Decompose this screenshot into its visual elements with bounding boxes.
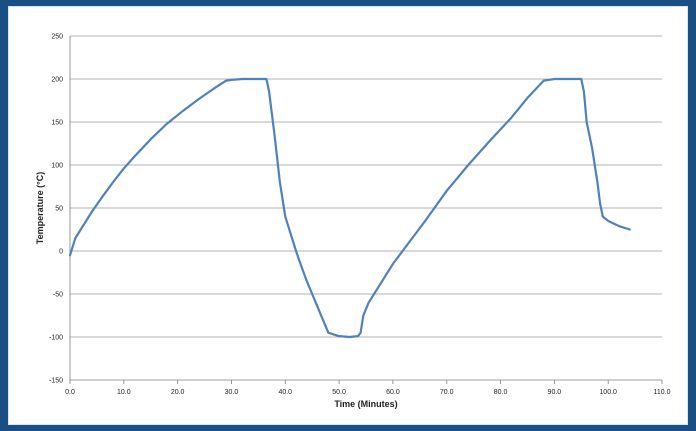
- x-tick-label: 40.0: [278, 389, 292, 396]
- series-group: [68, 77, 631, 339]
- y-tick-label: 150: [51, 120, 63, 127]
- temperature-series-line: [68, 77, 631, 339]
- y-tick-label: -50: [53, 292, 63, 299]
- gridlines: [70, 35, 662, 338]
- y-tick-label: 0: [59, 249, 63, 256]
- y-tick-label: 250: [51, 34, 63, 41]
- x-tick-label: 10.0: [117, 389, 131, 396]
- x-axis-ticks: 0.0 10.0 20.0 30.0 40.0 50.0 60.0 70.0 80.0 90.0 1…: [65, 380, 671, 396]
- y-tick-label: 50: [55, 206, 63, 213]
- x-tick-label: 70.0: [440, 389, 454, 396]
- temperature-time-chart: -150 -100 -50 0 50 100 150 200 250 0.0 10.0 20.0 30…: [35, 34, 671, 410]
- x-tick-label: 20.0: [171, 389, 185, 396]
- y-tick-label: 100: [51, 163, 63, 170]
- x-tick-label: 80.0: [494, 389, 508, 396]
- x-axis-title: Time (Minutes): [334, 399, 397, 409]
- y-tick-label: -100: [49, 335, 63, 342]
- x-tick-label: 50.0: [332, 389, 346, 396]
- y-axis-ticks: -150 -100 -50 0 50 100 150 200 250: [49, 34, 63, 385]
- axes: [69, 36, 662, 381]
- y-tick-label: -150: [49, 378, 63, 385]
- x-tick-label: 90.0: [548, 389, 562, 396]
- x-tick-label: 60.0: [386, 389, 400, 396]
- x-tick-label: 100.0: [599, 389, 617, 396]
- x-tick-label: 30.0: [225, 389, 239, 396]
- x-tick-label: 0.0: [65, 389, 75, 396]
- x-tick-label: 110.0: [654, 389, 671, 396]
- y-axis-title: Temperature (°C): [35, 172, 45, 244]
- y-tick-label: 200: [51, 77, 63, 84]
- plot-area: -150 -100 -50 0 50 100 150 200 250 0.0 10.0 20.0 30…: [8, 6, 688, 425]
